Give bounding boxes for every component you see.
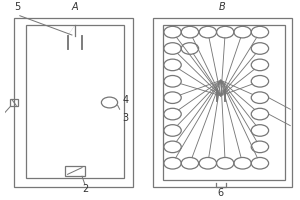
Text: 5: 5 (14, 2, 20, 12)
Bar (26, 25, 124, 178)
Bar (11, 99, 18, 106)
Bar (153, 18, 292, 187)
Bar (65, 166, 85, 176)
Text: A: A (71, 2, 78, 12)
Bar (14, 18, 133, 187)
Text: 3: 3 (122, 113, 129, 123)
Text: 4: 4 (122, 95, 129, 105)
Bar (163, 25, 284, 180)
Text: 2: 2 (82, 184, 88, 194)
Text: B: B (219, 2, 226, 12)
Text: 6: 6 (218, 188, 224, 198)
